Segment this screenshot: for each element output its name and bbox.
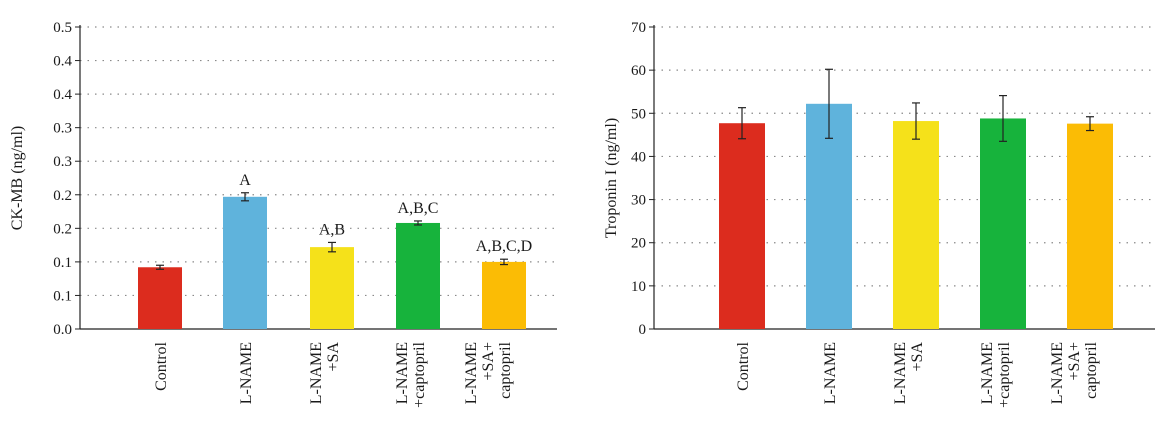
y-tick-label: 0.4 <box>53 54 72 70</box>
y-tick-label: 0.4 <box>53 87 72 103</box>
category-label: +captopril <box>411 341 428 407</box>
y-axis-label: Troponin I (ng/ml) <box>603 118 620 238</box>
category-label: L-NAME <box>1049 342 1066 404</box>
category-label: Control <box>153 341 170 390</box>
category-label: L-NAME <box>238 342 255 404</box>
y-tick-label: 0.0 <box>53 322 72 338</box>
bar-0 <box>138 267 182 329</box>
y-tick-label: 20 <box>631 236 646 252</box>
y-tick-label: 70 <box>631 20 646 36</box>
significance-label: A,B,C,D <box>476 238 532 255</box>
y-tick-label: 0.3 <box>53 154 72 170</box>
category-label: +SA+ <box>480 342 497 381</box>
category-label: L-NAME <box>463 342 480 404</box>
category-label: L-NAME <box>394 342 411 404</box>
y-axis-label: CK-MB (ng/ml) <box>9 126 26 230</box>
y-tick-label: 0.1 <box>53 288 72 304</box>
significance-label: A,B,C <box>398 200 439 217</box>
bar-4 <box>482 261 526 329</box>
y-tick-label: 0 <box>639 322 647 338</box>
bar-0 <box>719 123 765 329</box>
y-tick-label: 0.5 <box>53 20 72 36</box>
bar-3 <box>980 118 1026 329</box>
bar-4 <box>1067 123 1113 329</box>
category-label: L-NAME <box>979 342 996 404</box>
category-label: +SA <box>909 342 926 372</box>
y-tick-label: 50 <box>631 106 646 122</box>
y-tick-label: 40 <box>631 149 646 165</box>
category-label: Control <box>735 341 752 390</box>
y-tick-label: 30 <box>631 193 646 209</box>
y-tick-label: 10 <box>631 279 646 295</box>
significance-label: A,B <box>319 221 345 238</box>
category-label: captopril <box>497 341 514 398</box>
category-label: captopril <box>1083 341 1100 398</box>
troponin-chart: 0 10 20 30 40 50 60 70 Troponin I (ng/ml) Control… <box>603 20 1155 408</box>
category-label: L-NAME <box>308 342 325 404</box>
significance-label: A <box>239 172 251 189</box>
category-label: +SA+ <box>1066 342 1083 381</box>
category-label: +captopril <box>996 341 1013 407</box>
category-label: +SA <box>325 342 342 372</box>
bar-3 <box>396 222 440 329</box>
y-tick-label: 0.2 <box>53 221 72 237</box>
y-tick-label: 0.3 <box>53 121 72 137</box>
ckmb-chart: 0.0 0.1 0.1 0.2 0.2 0.3 0.3 0.4 0.4 0.5 CK-MB (ng/… <box>9 20 557 408</box>
bar-1 <box>806 103 852 330</box>
bar-2 <box>310 247 354 329</box>
bar-2 <box>893 121 939 330</box>
category-label: L-NAME <box>892 342 909 404</box>
y-tick-label: 0.2 <box>53 188 72 204</box>
bar-1 <box>223 196 267 329</box>
category-label: L-NAME <box>822 342 839 404</box>
y-tick-label: 0.1 <box>53 255 72 271</box>
y-tick-label: 60 <box>631 63 646 79</box>
